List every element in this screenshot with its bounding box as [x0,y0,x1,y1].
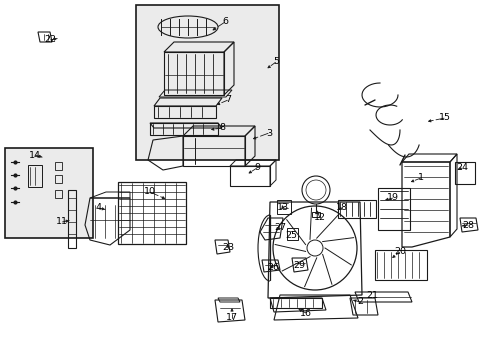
Text: 26: 26 [266,264,279,273]
Bar [136,5,279,160]
Bar [374,250,426,280]
Text: 12: 12 [313,213,325,222]
Text: 3: 3 [265,129,271,138]
Text: 2: 2 [356,297,362,306]
Text: 8: 8 [219,123,224,132]
Bar [28,165,42,187]
Bar [454,162,474,184]
Text: 28: 28 [461,220,473,230]
Text: 16: 16 [299,309,311,318]
Text: 20: 20 [393,248,405,256]
Text: 27: 27 [273,224,285,233]
Text: 25: 25 [285,230,296,239]
Text: 29: 29 [292,261,305,270]
Text: 9: 9 [253,163,260,172]
Text: 15: 15 [438,113,450,122]
Text: 4: 4 [95,203,101,212]
Bar [377,188,409,230]
Bar [5,148,93,238]
Text: 18: 18 [335,203,347,212]
Text: 19: 19 [386,194,398,202]
Text: 21: 21 [365,291,377,300]
Bar [118,182,185,244]
Text: 23: 23 [222,243,234,252]
Text: 6: 6 [222,18,227,27]
Text: 1: 1 [417,174,423,183]
Text: 17: 17 [225,314,238,323]
Text: 11: 11 [56,217,68,226]
Text: 5: 5 [272,58,279,67]
Bar [337,200,375,218]
Text: 7: 7 [224,95,230,104]
Text: 13: 13 [276,203,288,212]
Text: 24: 24 [455,163,467,172]
Bar [311,212,319,217]
Text: 14: 14 [29,150,41,159]
Text: 10: 10 [143,188,156,197]
Text: 22: 22 [44,36,56,45]
